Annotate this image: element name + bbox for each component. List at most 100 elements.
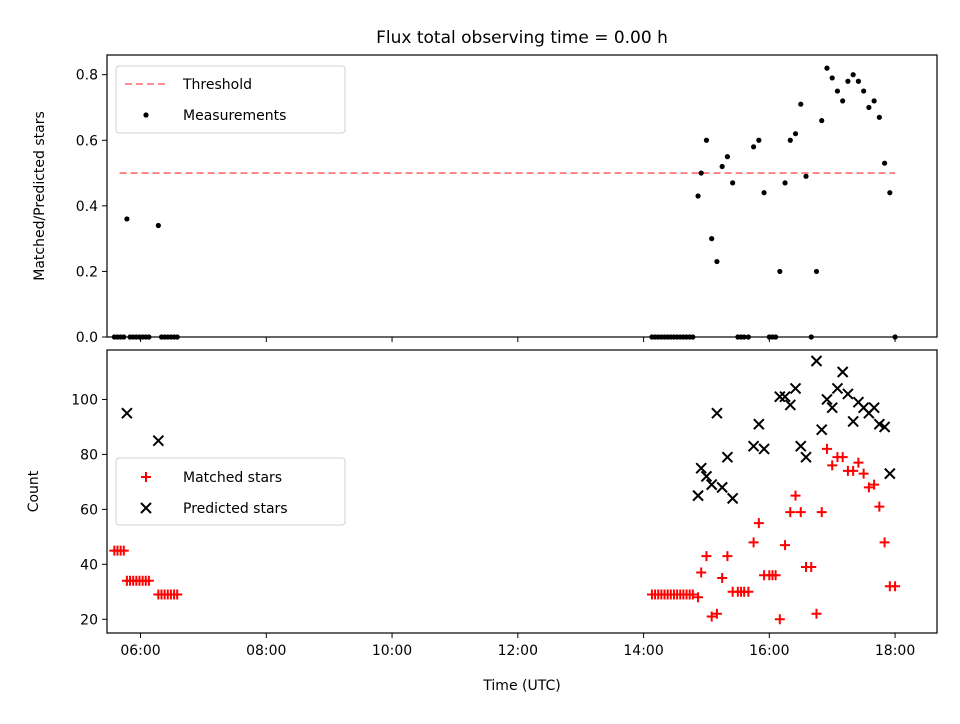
predicted-star-point: [847, 415, 859, 428]
matched-star-point: [722, 551, 733, 562]
legend: Threshold Measurements: [115, 65, 346, 134]
predicted-star-point: [868, 401, 880, 414]
measurement-point: [866, 104, 872, 111]
predicted-star-point: [726, 492, 739, 505]
measurement-point: [876, 114, 882, 120]
matched-star-point: [743, 586, 754, 597]
predicted-star-point: [836, 366, 849, 378]
measurement-point: [803, 173, 809, 179]
matched-star-point: [717, 573, 728, 584]
measurement-point: [730, 180, 736, 186]
predicted-star-point: [758, 443, 770, 455]
measurement-point: [892, 334, 898, 340]
legend-threshold-label: Threshold: [182, 77, 252, 93]
matched-star-point: [687, 589, 698, 600]
matched-star-point: [790, 490, 801, 501]
x-tick-label: 14:00: [623, 643, 663, 659]
y-tick-label: 80: [80, 447, 98, 463]
predicted-star-point: [695, 462, 707, 474]
matched-star-point: [863, 482, 874, 493]
measurement-point: [798, 101, 804, 107]
matched-star-point: [848, 465, 859, 476]
measurement-point: [792, 131, 799, 137]
predicted-star-point: [878, 421, 891, 433]
legend-box: [115, 457, 346, 526]
predicted-star-point: [692, 489, 704, 502]
measurement-point: [834, 88, 841, 94]
measurement-point: [695, 193, 701, 199]
measurement-point: [813, 268, 820, 275]
matched-star-point: [143, 575, 154, 586]
predicted-star-point: [747, 440, 760, 452]
matched-star-point: [748, 537, 759, 548]
predicted-star-point: [784, 399, 796, 411]
y-tick-label: 0.6: [76, 133, 98, 149]
x-axis-label: Time (UTC): [482, 678, 560, 694]
measurement-point: [850, 72, 856, 78]
predicted-star-point: [821, 393, 833, 406]
measurement-point: [773, 334, 779, 340]
matched-star-point: [172, 589, 183, 600]
matched-star-point: [874, 501, 885, 512]
measurement-point: [690, 334, 696, 340]
measurement-point: [861, 88, 867, 94]
matched-star-point: [806, 562, 817, 573]
axes-frame: [106, 54, 938, 338]
predicted-star-point: [795, 440, 807, 452]
measurement-point: [761, 190, 767, 196]
predicted-star-point: [121, 407, 133, 419]
measurement-point: [782, 180, 788, 186]
matched-star-point: [753, 518, 764, 529]
matched-star-point: [837, 452, 848, 463]
matched-star-point: [816, 507, 827, 518]
legend-box: [115, 65, 346, 134]
y-tick-label: 20: [80, 612, 98, 628]
predicted-star-point: [789, 382, 802, 395]
measurement-point: [855, 78, 862, 84]
matched-star-point: [811, 608, 822, 619]
x-tick-label: 12:00: [498, 643, 538, 659]
measurement-point: [719, 163, 725, 170]
predicted-star-point: [800, 451, 812, 463]
matched-star-point: [827, 460, 838, 471]
matched-star-point: [774, 614, 785, 625]
matched-star-point: [711, 608, 722, 619]
measurement-point: [703, 137, 710, 143]
measurement-point: [887, 190, 893, 196]
measurement-point: [808, 334, 814, 340]
measurement-point: [714, 258, 720, 265]
measurement-point: [121, 334, 127, 340]
legend-predicted-swatch: [140, 502, 152, 514]
axes-frame: [106, 349, 938, 634]
predicted-star-point: [842, 388, 854, 400]
measurement-point: [174, 334, 180, 340]
measurement-point: [829, 75, 835, 81]
y-tick-label: 100: [71, 392, 98, 408]
matched-star-point: [879, 537, 890, 548]
predicted-star-point: [810, 355, 823, 367]
x-tick-label: 06:00: [120, 643, 160, 659]
legend: Matched stars Predicted stars: [115, 457, 346, 526]
predicted-star-point: [753, 418, 765, 430]
matched-star-point: [858, 468, 869, 479]
bottom-panel: 06:00 08:00 10:00 12:00 14:00 16:00 18:00 20 40 6…: [26, 349, 938, 694]
legend-predicted-label: Predicted stars: [183, 501, 288, 517]
measurement-point: [146, 334, 152, 340]
matched-star-point: [795, 507, 806, 518]
matched-star-point: [821, 443, 832, 454]
matched-star-point: [785, 507, 796, 518]
legend-measurements-label: Measurements: [183, 108, 286, 124]
matched-star-point: [693, 592, 704, 603]
y-tick-label: 40: [80, 557, 98, 573]
predicted-star-point: [152, 434, 165, 447]
predicted-star-point: [826, 401, 838, 414]
predicted-star-point: [716, 481, 728, 494]
measurement-point: [871, 98, 877, 104]
chart-title: Flux total observing time = 0.00 h: [376, 28, 668, 48]
legend-matched-swatch: [141, 472, 151, 482]
predicted-star-point: [721, 451, 734, 463]
measurement-point: [824, 65, 830, 71]
y-tick-label: 0.4: [76, 199, 98, 215]
measurement-point: [787, 137, 793, 143]
matched-star-point: [706, 611, 717, 622]
